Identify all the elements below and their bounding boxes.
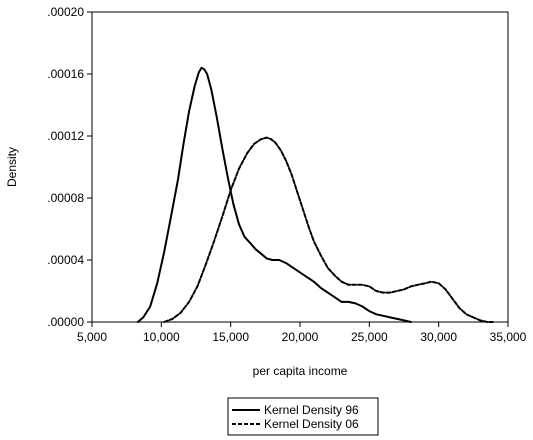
y-tick-label: .00012	[47, 129, 84, 143]
x-tick-label: 20,000	[282, 330, 319, 344]
series-line-kernel-density-96	[136, 66, 412, 323]
ticks: 5,000 10,000 15,000 20,000 25,000 30,000 35,00…	[47, 5, 526, 344]
legend-label: Kernel Density 96	[264, 403, 359, 417]
x-tick-label: 5,000	[77, 330, 107, 344]
plot-frame	[91, 11, 509, 323]
legend-box	[227, 397, 379, 436]
y-tick-label: .00004	[47, 253, 84, 267]
axes	[91, 11, 509, 323]
x-tick-label: 35,000	[490, 330, 527, 344]
series-line-kernel-density-06	[163, 136, 494, 323]
y-tick-label: .00000	[47, 315, 84, 329]
y-tick-label: .00008	[47, 191, 84, 205]
series-lines	[136, 66, 494, 323]
x-tick-label: 25,000	[351, 330, 388, 344]
x-tick-label: 10,000	[143, 330, 180, 344]
x-tick-label: 30,000	[420, 330, 457, 344]
y-tick-label: .00016	[47, 67, 84, 81]
y-tick-label: .00020	[47, 5, 84, 19]
legend-label: Kernel Density 06	[264, 417, 359, 431]
y-axis-title: Density	[5, 147, 19, 187]
x-tick-label: 15,000	[212, 330, 249, 344]
x-axis-title: per capita income	[253, 364, 348, 378]
